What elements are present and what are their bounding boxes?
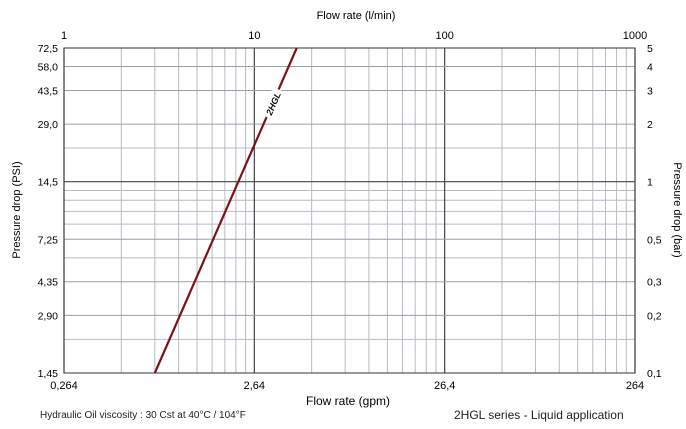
- left-tick-label: 58,0: [38, 62, 59, 74]
- bottom-tick-label: 0,264: [50, 380, 78, 392]
- right-tick-label: 0,3: [647, 277, 662, 289]
- bottom-tick-label: 2,64: [244, 380, 265, 392]
- series-label-background: [261, 87, 285, 120]
- bottom-tick-label: 26,4: [434, 380, 455, 392]
- minor-grid: [64, 48, 635, 373]
- plot-frame: [63, 47, 636, 374]
- y-axis-label-right: Pressure drop (bar): [671, 162, 683, 257]
- y-axis-label-left: Pressure drop (PSI): [11, 161, 23, 258]
- right-tick-label: 3: [647, 85, 653, 97]
- right-tick-label: 5: [647, 43, 653, 55]
- right-tick-label: 4: [647, 62, 653, 74]
- series-layer: 2HGL: [153, 47, 298, 374]
- left-tick-label: 4,35: [38, 277, 59, 289]
- x-axis-label-bottom: Flow rate (gpm): [306, 394, 390, 408]
- x-axis-label-top: Flow rate (l/min): [317, 10, 396, 22]
- series-label-group: 2HGL: [261, 87, 285, 120]
- top-tick-label: 1: [61, 30, 67, 42]
- right-tick-label: 0,2: [647, 310, 662, 322]
- viscosity-note: Hydraulic Oil viscosity : 30 Cst at 40°C…: [40, 410, 246, 421]
- bottom-tick-label: 264: [626, 380, 644, 392]
- top-tick-label: 10: [248, 30, 260, 42]
- left-tick-label: 43,5: [38, 85, 59, 97]
- right-tick-label: 1: [647, 177, 653, 189]
- series-note: 2HGL series - Liquid application: [454, 408, 624, 422]
- top-tick-label: 1000: [623, 30, 647, 42]
- tick-labels: 11010010000,2642,6426,426426401,452,904,…: [38, 30, 662, 392]
- left-tick-label: 7,25: [38, 234, 59, 246]
- right-tick-label: 0,1: [647, 368, 662, 380]
- major-grid: [63, 47, 636, 374]
- left-tick-label: 14,5: [38, 177, 59, 189]
- right-tick-label: 0,5: [647, 234, 662, 246]
- left-tick-label: 72,5: [38, 43, 59, 55]
- top-tick-label: 100: [435, 30, 453, 42]
- left-tick-label: 2,90: [38, 310, 59, 322]
- left-tick-label: 29,0: [38, 119, 59, 131]
- right-tick-label: 2: [647, 119, 653, 131]
- left-tick-label: 1,45: [38, 368, 59, 380]
